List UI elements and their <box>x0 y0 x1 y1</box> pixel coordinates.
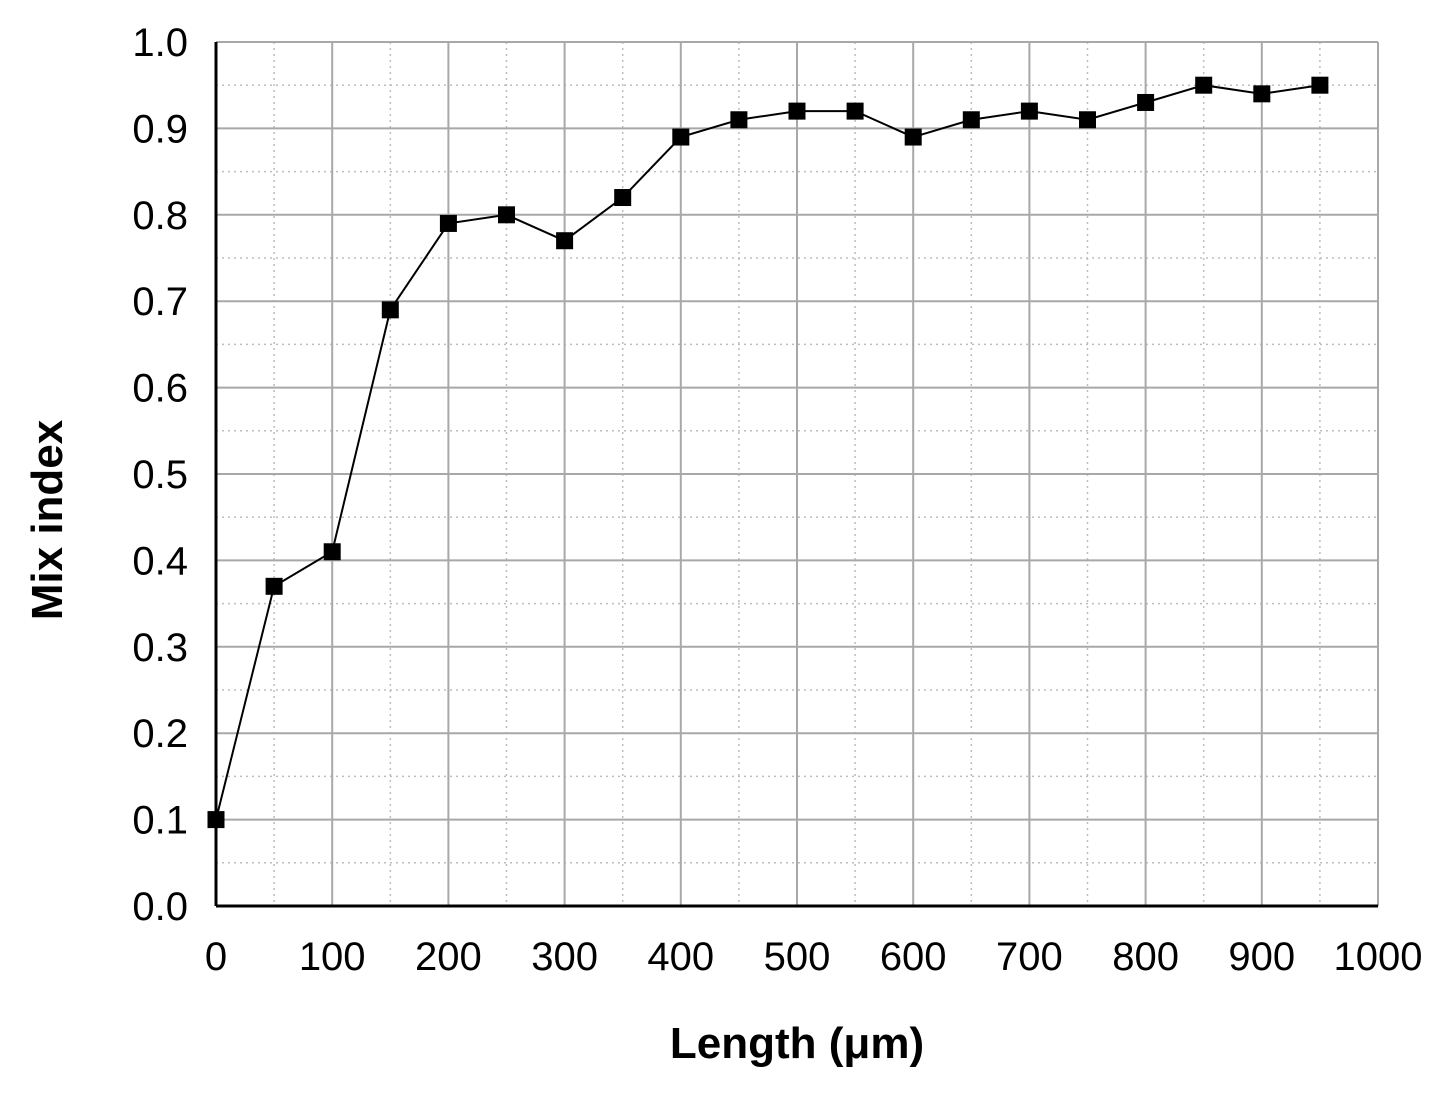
y-tick-label: 0.8 <box>132 194 188 238</box>
data-point-marker <box>556 232 574 250</box>
data-point-marker <box>1137 93 1155 111</box>
x-tick-label: 600 <box>880 935 947 979</box>
x-tick-label: 100 <box>299 935 366 979</box>
x-tick-label: 700 <box>996 935 1063 979</box>
data-point-marker <box>672 128 690 146</box>
data-point-marker <box>846 102 864 120</box>
y-tick-labels: 0.0 0.1 0.2 0.3 0.4 0.5 0.6 0.7 0.8 0.9 1.0 <box>132 21 188 929</box>
data-point-marker <box>730 111 748 129</box>
x-tick-label: 800 <box>1112 935 1179 979</box>
data-point-marker <box>265 577 283 595</box>
series-line-group <box>215 84 1321 820</box>
y-tick-label: 0.5 <box>132 453 188 497</box>
x-tick-label: 300 <box>531 935 598 979</box>
data-point-marker <box>439 214 457 232</box>
x-tick-label: 0 <box>205 935 227 979</box>
data-point-marker <box>1311 76 1329 94</box>
y-tick-label: 0.0 <box>132 885 188 929</box>
data-point-marker <box>1195 76 1213 94</box>
series-markers <box>207 76 1329 829</box>
data-point-marker <box>904 128 922 146</box>
data-point-marker <box>498 206 515 224</box>
data-point-marker <box>614 189 632 207</box>
x-tick-labels: 0 100 200 300 400 500 600 700 800 900 1000 <box>205 935 1423 979</box>
axes <box>214 42 1378 908</box>
y-tick-label: 0.6 <box>132 367 188 411</box>
data-point-marker <box>962 111 980 129</box>
x-tick-label: 400 <box>647 935 714 979</box>
y-axis-title: Mix index <box>23 419 72 620</box>
data-point-marker <box>323 543 341 561</box>
y-tick-label: 0.3 <box>132 626 188 670</box>
data-point-marker <box>207 811 225 829</box>
data-point-marker <box>1253 85 1271 103</box>
x-tick-label: 1000 <box>1334 935 1423 979</box>
y-tick-label: 0.2 <box>132 712 188 756</box>
data-point-marker <box>1079 111 1096 129</box>
x-tick-label: 500 <box>764 935 831 979</box>
major-gridlines <box>216 41 1379 906</box>
y-tick-label: 0.9 <box>132 107 188 151</box>
x-tick-label: 200 <box>415 935 482 979</box>
series-line <box>215 84 1321 820</box>
y-tick-label: 1.0 <box>132 21 188 65</box>
data-point-marker <box>381 301 399 319</box>
data-point-marker <box>1020 102 1038 120</box>
data-point-marker <box>788 102 806 120</box>
y-tick-label: 0.1 <box>132 799 188 843</box>
x-tick-label: 900 <box>1228 935 1295 979</box>
x-axis-title: Length (μm) <box>670 1019 924 1068</box>
y-tick-label: 0.4 <box>132 539 188 583</box>
y-tick-label: 0.7 <box>132 280 188 324</box>
